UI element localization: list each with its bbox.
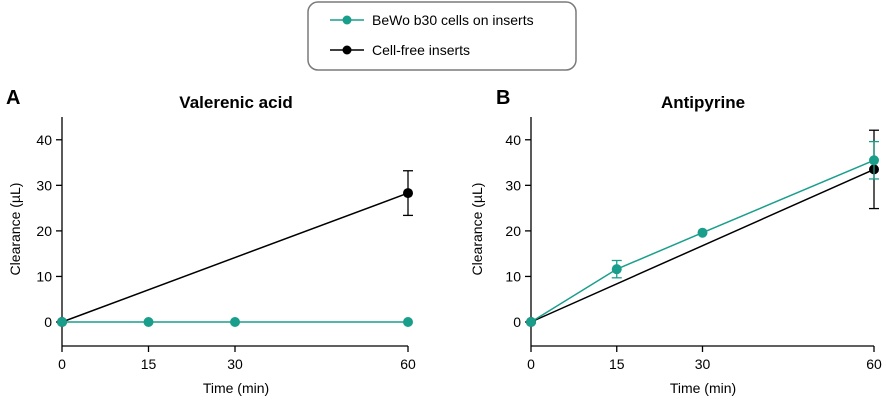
chart-title-b: Antipyrine <box>661 93 745 112</box>
y-tick-label: 0 <box>44 314 52 330</box>
data-point-bewo <box>869 155 879 166</box>
data-point-cell-free <box>403 188 413 199</box>
panel-letter-a: A <box>6 87 20 109</box>
y-tick-label: 0 <box>513 314 521 330</box>
legend-box <box>307 1 577 71</box>
x-tick-label: 60 <box>866 356 882 372</box>
data-point-bewo <box>526 317 536 327</box>
y-tick-label: 10 <box>36 268 52 284</box>
x-tick-label: 60 <box>400 356 416 372</box>
y-tick-label: 20 <box>505 223 521 239</box>
data-point-bewo <box>57 317 67 327</box>
panel-a: A Valerenic acid Clearance (µL) Time (mi… <box>6 87 416 396</box>
y-tick-label: 30 <box>36 177 52 193</box>
x-tick-label: 30 <box>695 356 711 372</box>
legend: BeWo b30 cells on inserts Cell-free inse… <box>307 1 577 71</box>
x-axis-label-b: Time (min) <box>670 380 736 396</box>
y-tick-label: 20 <box>36 223 52 239</box>
x-tick-label: 0 <box>527 356 535 372</box>
series-line-cell-free <box>61 192 409 323</box>
panel-b: B Antipyrine Clearance (µL) Time (min) 0… <box>469 87 882 396</box>
legend-marker-bewo <box>342 15 352 25</box>
series-line-cell-free <box>530 168 875 323</box>
x-tick-label: 15 <box>141 356 157 372</box>
y-tick-label: 40 <box>36 132 52 148</box>
legend-marker-cell-free <box>342 45 352 55</box>
x-tick-label: 30 <box>227 356 243 372</box>
x-tick-label: 0 <box>58 356 66 372</box>
data-point-bewo <box>230 317 240 327</box>
chart-title-a: Valerenic acid <box>179 93 292 112</box>
data-point-bewo <box>143 317 154 327</box>
y-axis-label-b: Clearance (µL) <box>469 183 485 276</box>
y-axis-label-a: Clearance (µL) <box>7 183 23 276</box>
series-line-bewo <box>530 159 875 323</box>
data-point-bewo <box>403 317 413 327</box>
y-tick-label: 10 <box>505 268 521 284</box>
y-tick-label: 30 <box>505 177 521 193</box>
x-tick-label: 15 <box>609 356 625 372</box>
x-axis-label-a: Time (min) <box>203 380 269 396</box>
legend-label-cell-free: Cell-free inserts <box>372 42 470 58</box>
legend-label-bewo: BeWo b30 cells on inserts <box>372 12 534 28</box>
panel-letter-b: B <box>496 87 510 109</box>
y-tick-label: 40 <box>505 132 521 148</box>
data-point-bewo <box>611 264 622 275</box>
data-point-bewo <box>697 227 708 238</box>
